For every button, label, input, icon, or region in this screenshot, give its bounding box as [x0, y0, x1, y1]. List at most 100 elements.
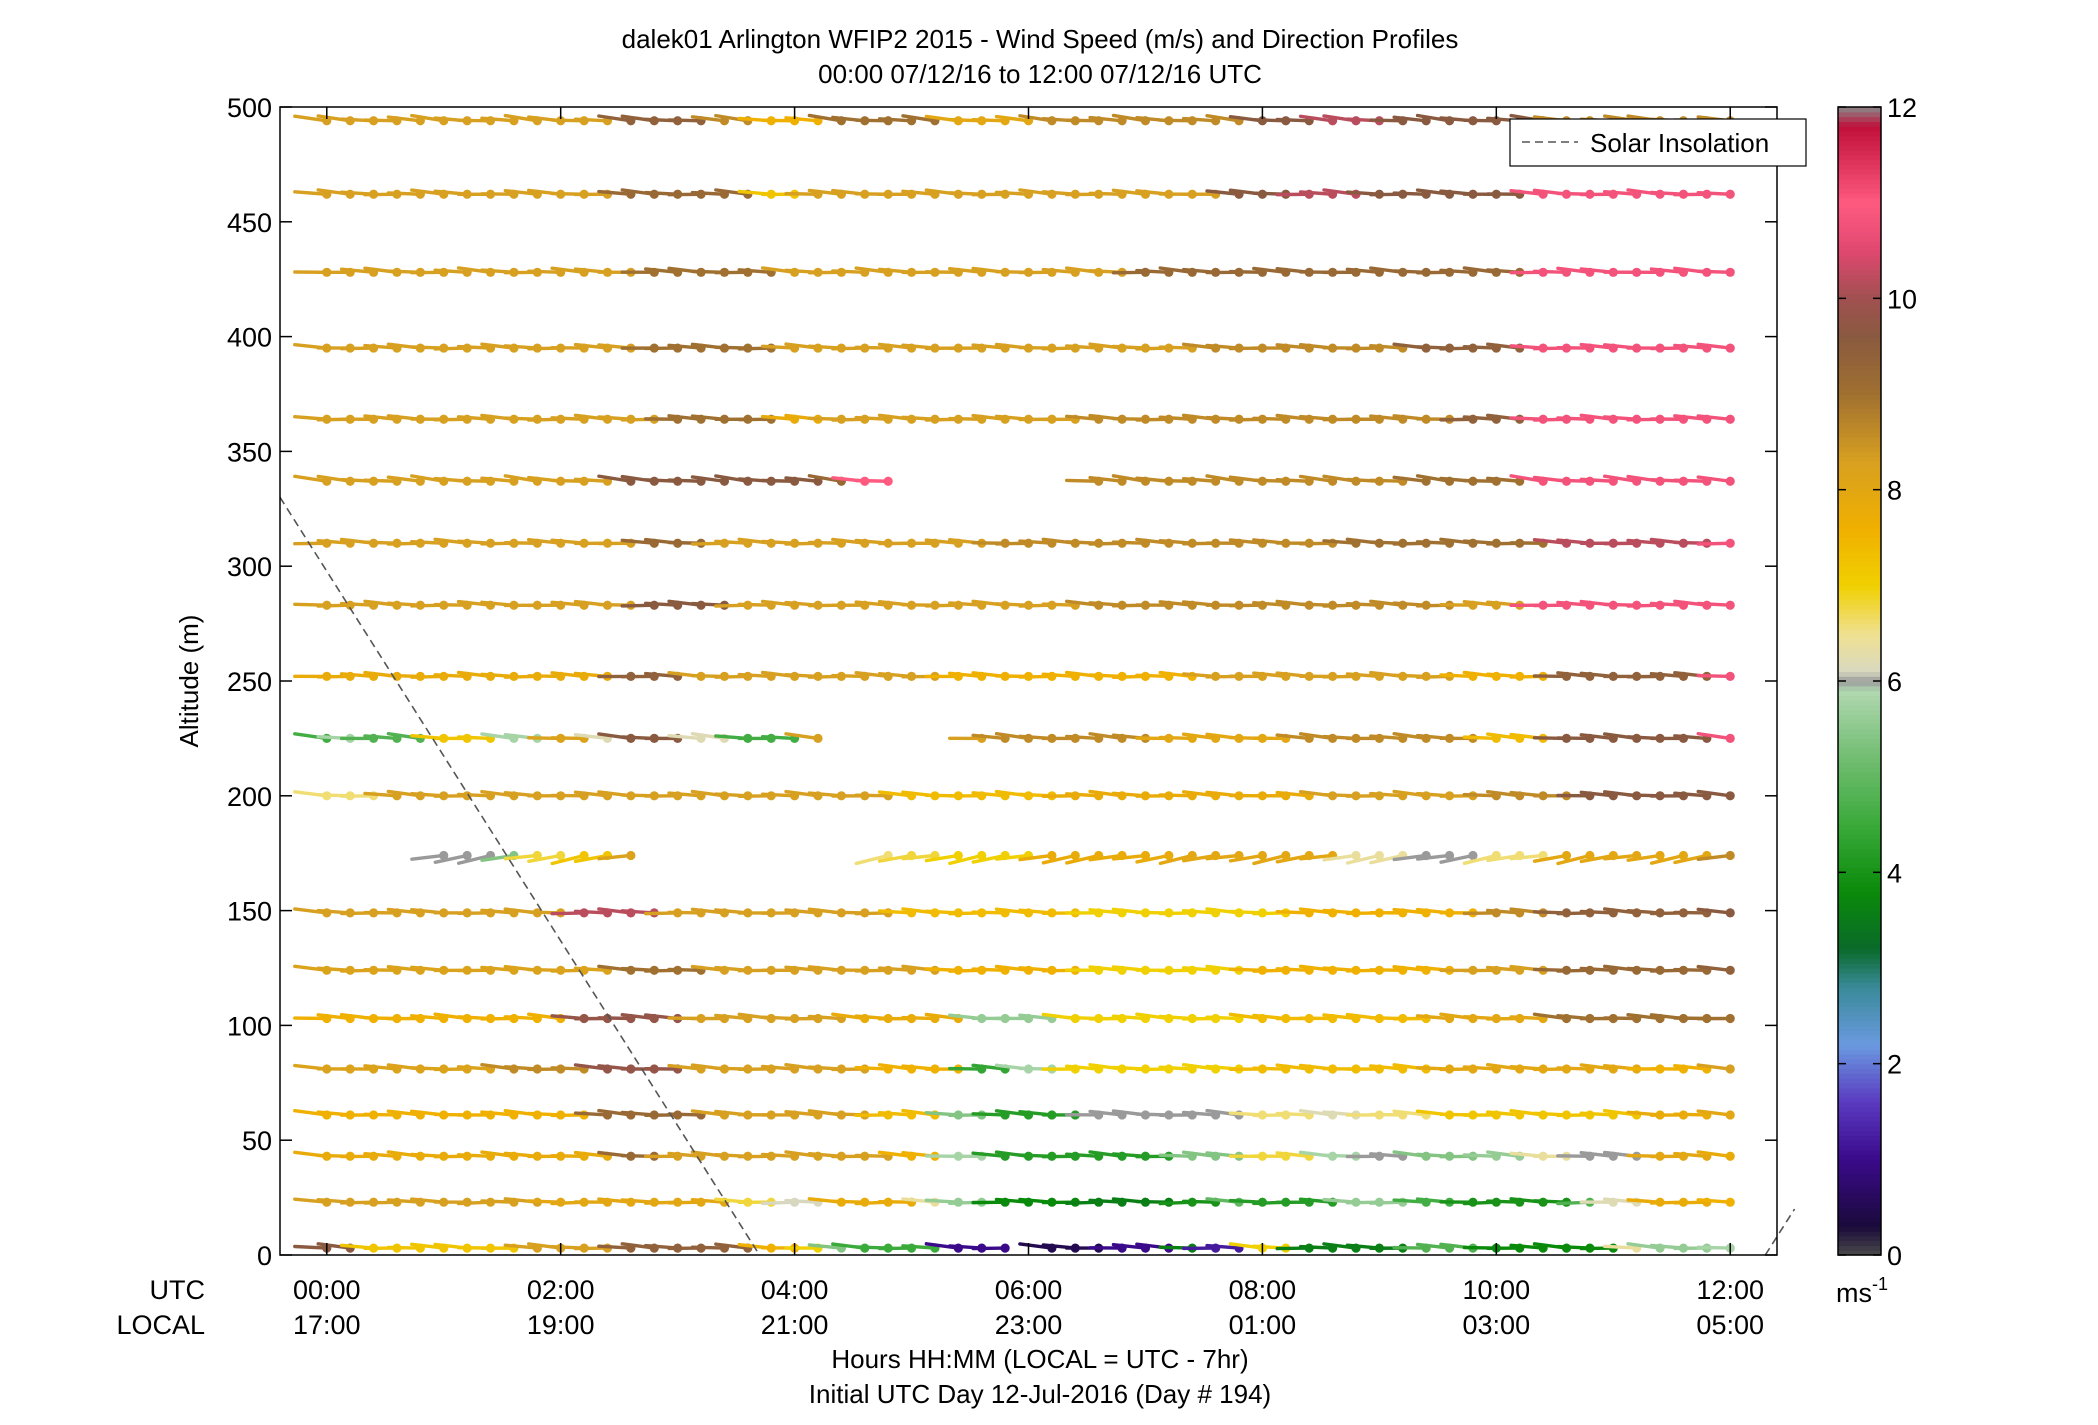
barb-shaft	[503, 853, 539, 861]
x-axis-label-day: Initial UTC Day 12-Jul-2016 (Day # 194)	[809, 1379, 1271, 1409]
barb-shaft	[854, 600, 890, 607]
colorbar-segment	[1838, 221, 1881, 228]
barb-shaft	[363, 1200, 399, 1205]
colorbar-segment	[1838, 1231, 1881, 1237]
barb-shaft	[550, 1154, 586, 1158]
colorbar-segment	[1838, 566, 1881, 572]
y-tick-label: 100	[227, 1011, 272, 1041]
barb-shaft	[573, 117, 610, 123]
colorbar-segment	[1838, 1211, 1881, 1218]
barb-shaft	[339, 601, 376, 607]
barb-shaft	[877, 853, 914, 863]
barb-shaft	[1673, 853, 1709, 865]
wind-barb	[410, 850, 449, 861]
barb-point	[1725, 189, 1735, 199]
barb-shaft	[784, 191, 820, 196]
colorbar-segment	[1838, 1202, 1881, 1208]
barb-point	[556, 850, 566, 861]
barb-shaft	[1369, 1112, 1405, 1117]
barb-point	[1725, 343, 1735, 353]
colorbar-segment	[1838, 231, 1881, 237]
barb-shaft	[1556, 968, 1592, 973]
colorbar-segment	[1838, 331, 1881, 338]
colorbar-segment	[1838, 460, 1881, 467]
barb-shaft	[456, 599, 493, 607]
barb-shaft	[1135, 853, 1171, 864]
barb-shaft	[456, 1153, 493, 1158]
barb-shaft	[1369, 1064, 1405, 1071]
colorbar-segment	[1838, 169, 1881, 175]
wind-barb	[784, 732, 823, 744]
barb-shaft	[1462, 792, 1499, 798]
barb-shaft	[948, 416, 984, 421]
colorbar-segment	[1838, 628, 1881, 634]
barb-shaft	[854, 478, 890, 483]
colorbar-segment	[1838, 762, 1881, 768]
barb-shaft	[433, 417, 469, 422]
barb-shaft	[363, 1112, 399, 1117]
utc-tick-label: 02:00	[527, 1275, 595, 1305]
colorbar-segment	[1838, 776, 1881, 783]
barb-shaft	[1205, 474, 1241, 483]
colorbar-segment	[1838, 661, 1881, 668]
wind-barb	[1041, 850, 1080, 865]
colorbar-segment	[1838, 240, 1881, 247]
barb-shaft	[1392, 965, 1428, 972]
barb-shaft	[854, 793, 890, 798]
wind-barb	[948, 850, 987, 866]
colorbar-segment	[1838, 260, 1881, 266]
wind-barb	[1626, 850, 1665, 862]
wind-barb	[1696, 1013, 1735, 1024]
colorbar-segment	[1838, 1121, 1881, 1127]
barb-shaft	[1486, 965, 1522, 972]
barb-shaft	[667, 1063, 703, 1071]
barb-shaft	[1369, 1200, 1405, 1205]
colorbar-segment	[1838, 432, 1881, 438]
solar-insolation-segment	[1764, 1208, 1796, 1256]
wind-barb	[1228, 850, 1268, 863]
wind-barb	[1696, 1197, 1735, 1207]
barb-shaft	[760, 599, 797, 607]
barb-shaft	[1579, 790, 1615, 798]
barb-shaft	[877, 966, 914, 972]
barb-shaft	[1064, 734, 1101, 741]
barb-shaft	[1696, 1063, 1732, 1071]
local-tick-label: 05:00	[1696, 1310, 1764, 1340]
barb-shaft	[1603, 853, 1639, 861]
colorbar-segment	[1838, 1135, 1881, 1141]
barb-shaft	[1111, 1242, 1148, 1250]
barb-shaft	[971, 967, 1007, 972]
colorbar-segment	[1838, 188, 1881, 194]
colorbar-segment	[1838, 518, 1881, 524]
barb-shaft	[784, 1110, 820, 1117]
barb-shaft	[1252, 600, 1288, 607]
barb-shaft	[971, 118, 1007, 123]
colorbar-segment	[1838, 700, 1881, 706]
colorbar-segment	[1838, 862, 1881, 869]
barb-shaft	[1696, 269, 1732, 275]
barb-shaft	[386, 1198, 423, 1204]
barb-shaft	[784, 732, 820, 741]
colorbar-segment	[1838, 1054, 1881, 1060]
barb-shaft	[1322, 1013, 1358, 1021]
colorbar-segment	[1838, 752, 1881, 759]
barb-shaft	[363, 1152, 399, 1158]
colorbar-segment	[1838, 1221, 1881, 1227]
barb-shaft	[1649, 671, 1686, 679]
colorbar-segment	[1838, 178, 1881, 185]
colorbar-segment	[1838, 704, 1881, 711]
barb-shaft	[714, 1013, 750, 1021]
barb-shaft	[760, 792, 797, 798]
colorbar-segment	[1838, 609, 1881, 615]
colorbar-tick-label: 0	[1887, 1241, 1902, 1271]
barb-shaft	[1556, 853, 1592, 866]
barb-shaft	[784, 789, 820, 798]
barb-shaft	[1462, 1065, 1499, 1071]
barb-shaft	[994, 190, 1031, 196]
colorbar-segment	[1838, 322, 1881, 328]
barb-shaft	[924, 1012, 961, 1021]
colorbar-segment	[1838, 972, 1881, 979]
colorbar-segment	[1838, 283, 1881, 290]
barb-shaft	[1158, 600, 1194, 607]
colorbar-segment	[1838, 1078, 1881, 1084]
